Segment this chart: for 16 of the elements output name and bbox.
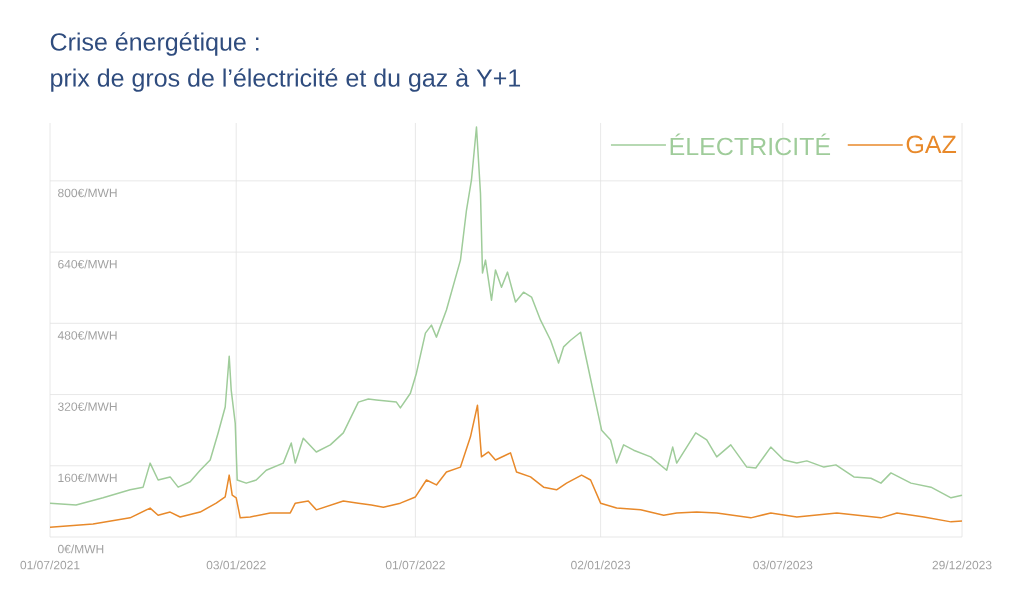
y-tick-label: 160€/MWH xyxy=(58,473,117,483)
x-tick-label: 01/07/2022 xyxy=(385,560,445,570)
y-tick-label: 640€/MWH xyxy=(58,259,117,269)
x-tick-label: 01/07/2021 xyxy=(20,560,80,570)
x-tick-label: 02/01/2023 xyxy=(571,560,631,570)
legend-label: GAZ xyxy=(906,135,957,154)
y-tick-label: 480€/MWH xyxy=(57,330,117,340)
legend-label: ÉLECTRICITÉ xyxy=(670,133,831,156)
x-tick-label: 29/12/2023 xyxy=(932,560,992,570)
x-tick-label: 03/07/2023 xyxy=(753,560,813,570)
chart-title: Crise énergétique : xyxy=(50,32,259,56)
x-tick-label: 03/01/2022 xyxy=(206,560,266,570)
y-tick-label: 320€/MWH xyxy=(57,402,117,411)
y-tick-label: 800€/MWH xyxy=(58,188,117,198)
y-tick-label: 0€/MWH xyxy=(58,544,104,554)
chart-subtitle: prix de gros de l’électricité et du gaz à Y+1 xyxy=(51,68,521,92)
